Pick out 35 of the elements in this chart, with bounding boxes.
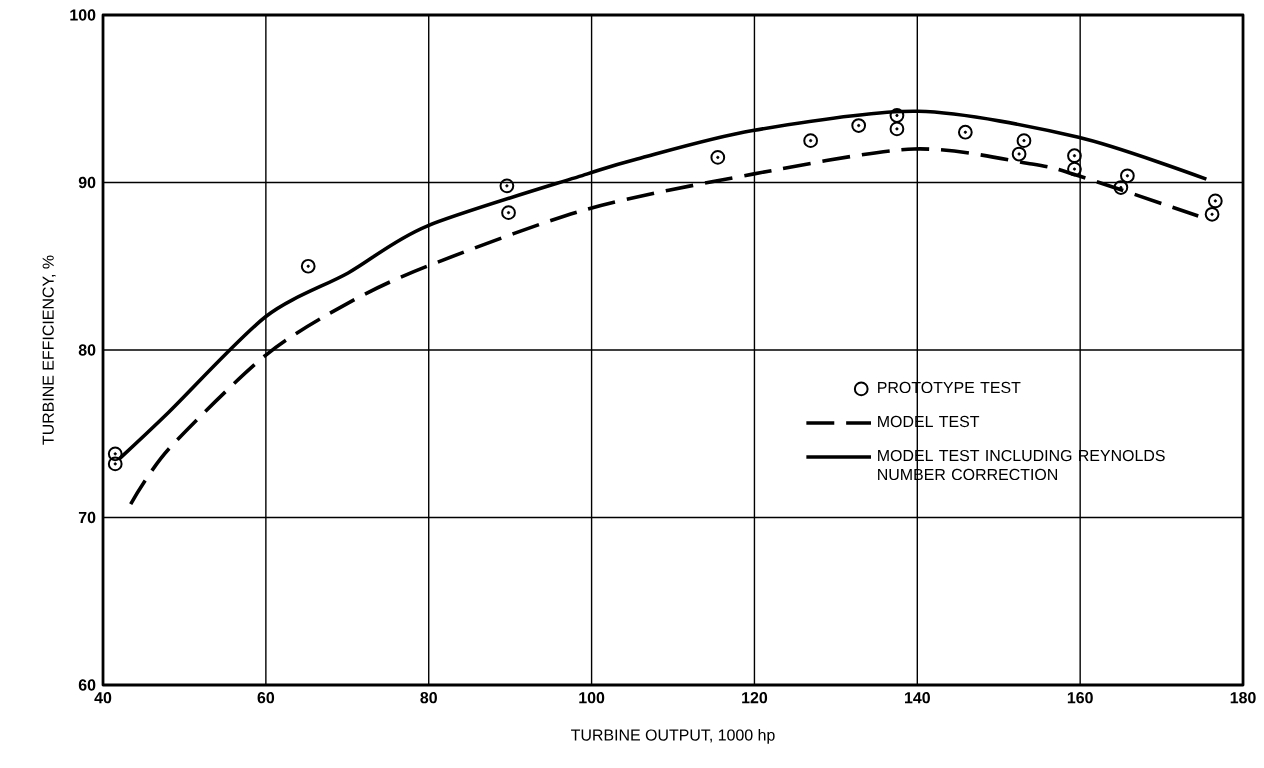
x-tick-label: 40 (94, 692, 112, 704)
x-axis-title: TURBINE OUTPUT, 1000 hp (571, 728, 775, 744)
x-tick-label: 80 (420, 692, 437, 704)
line-series (128, 147, 1201, 506)
point (851, 118, 867, 133)
point (1067, 148, 1082, 164)
point (889, 108, 905, 123)
point (1011, 146, 1027, 162)
point (1067, 161, 1082, 177)
point (803, 133, 818, 148)
point (499, 178, 515, 194)
y-tick-label: 80 (78, 344, 96, 356)
point (300, 258, 316, 274)
y-axis-title: TURBINE EFFICIENCY, % (42, 255, 56, 445)
y-tick-label: 60 (78, 679, 96, 691)
point (957, 124, 973, 140)
y-tick-label: 100 (70, 9, 96, 21)
x-tick-label: 100 (579, 692, 605, 704)
x-tick-label: 160 (1067, 692, 1093, 704)
point (1204, 206, 1220, 222)
point (1120, 168, 1135, 184)
point (107, 456, 123, 472)
x-tick-label: 180 (1230, 692, 1256, 704)
x-tick-label: 140 (905, 692, 930, 704)
y-tick-label: 90 (78, 176, 96, 189)
point (1207, 193, 1223, 209)
point (1016, 133, 1032, 148)
point (107, 446, 123, 462)
x-tick-label: 60 (257, 692, 275, 704)
point (710, 150, 726, 165)
x-tick-label: 120 (742, 692, 768, 704)
y-tick-label: 70 (78, 511, 96, 524)
point (1113, 180, 1129, 195)
point (501, 205, 516, 221)
point (889, 121, 905, 137)
